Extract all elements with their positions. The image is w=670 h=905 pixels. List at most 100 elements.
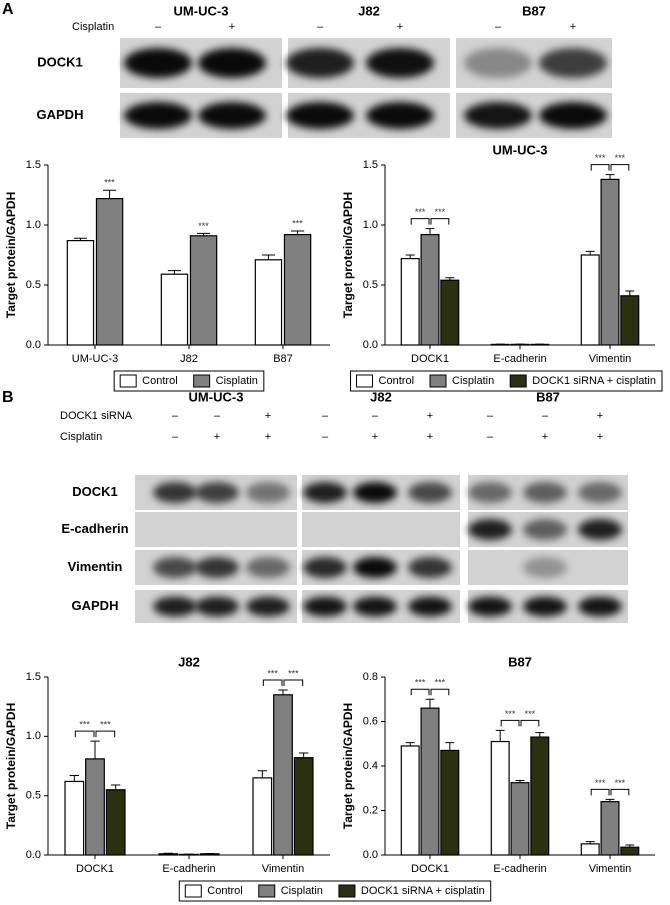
y-tick-label: 0.0 <box>363 849 378 861</box>
y-tick-label: 0.4 <box>363 760 378 772</box>
significance-label: *** <box>198 221 209 231</box>
bar <box>420 707 440 856</box>
bar <box>580 843 600 856</box>
blot-band <box>523 519 567 540</box>
lane-sign: – <box>172 431 179 443</box>
bar <box>273 694 293 856</box>
bar <box>283 234 312 346</box>
lane-sign: – <box>155 21 162 33</box>
cell-line-label: J82 <box>370 389 392 404</box>
significance-bracket <box>283 679 304 687</box>
lane-sign: – <box>322 431 329 443</box>
blot-band <box>408 557 452 578</box>
bar <box>600 800 620 856</box>
error-bar <box>299 752 309 758</box>
significance-bracket <box>430 688 450 696</box>
blot-band <box>153 557 197 578</box>
legend-swatch <box>356 374 374 388</box>
x-tick-label: J82 <box>180 353 198 365</box>
significance-bracket <box>500 719 520 727</box>
bar <box>160 273 189 346</box>
x-tick-label: Vimentin <box>589 353 632 365</box>
y-tick-label: 0.0 <box>26 339 41 351</box>
lane-sign: – <box>317 21 324 33</box>
error-bar <box>405 254 415 259</box>
error-bar <box>111 784 121 790</box>
legend-swatch <box>258 884 276 898</box>
blot-band <box>408 596 452 617</box>
bar <box>530 343 550 346</box>
significance-bracket <box>74 730 95 738</box>
blot-background <box>302 512 460 547</box>
legend-swatch <box>119 374 137 388</box>
blot-band <box>286 102 354 129</box>
y-tick-label: 1.0 <box>26 730 41 742</box>
lane-sign: + <box>214 431 220 443</box>
legend-label: Cisplatin <box>281 885 323 897</box>
bar <box>620 846 640 856</box>
y-tick-label: 0.8 <box>363 671 378 683</box>
significance-label: *** <box>267 668 278 678</box>
panel-label: A <box>2 1 14 18</box>
y-axis-label: Target protein/GAPDH <box>341 192 355 318</box>
blot-band <box>353 596 397 617</box>
y-tick-label: 1.5 <box>26 159 41 171</box>
blot-band <box>198 48 266 78</box>
bar <box>85 758 105 856</box>
bar <box>189 235 218 346</box>
cell-line-label: B87 <box>522 3 546 18</box>
blot-band <box>198 102 266 129</box>
protein-label: E-cadherin <box>61 521 128 536</box>
bar <box>293 757 314 856</box>
lane-sign: + <box>265 410 271 422</box>
blot-band <box>246 482 290 503</box>
blot-band <box>464 102 532 129</box>
bar <box>64 780 85 856</box>
lane-sign: + <box>597 431 603 443</box>
lane-sign: – <box>495 21 502 33</box>
y-tick-label: 1.0 <box>26 219 41 231</box>
lane-sign: – <box>542 410 549 422</box>
cell-line-label: UM-UC-3 <box>189 389 244 404</box>
lane-sign: – <box>214 410 221 422</box>
y-axis-label: Target protein/GAPDH <box>341 703 355 829</box>
bar <box>252 777 273 856</box>
blot-band <box>353 482 397 503</box>
legend-label: DOCK1 siRNA + cisplatin <box>532 375 656 387</box>
bar <box>400 745 420 856</box>
bar <box>510 782 530 856</box>
blot-band <box>124 48 192 78</box>
bar <box>95 198 124 346</box>
significance-label: *** <box>292 218 303 228</box>
y-tick-label: 0.5 <box>363 279 378 291</box>
significance-bracket <box>262 679 283 687</box>
y-tick-label: 1.5 <box>363 159 378 171</box>
blot-band <box>353 557 397 578</box>
bar <box>400 258 420 346</box>
y-axis-label: Target protein/GAPDH <box>4 192 18 318</box>
blot-band <box>303 557 347 578</box>
significance-label: *** <box>104 178 115 188</box>
blot-band <box>578 596 622 617</box>
significance-label: *** <box>100 719 111 729</box>
protein-label: GAPDH <box>37 107 84 122</box>
bar <box>490 740 510 856</box>
y-axis-label: Target protein/GAPDH <box>4 703 18 829</box>
legend-frame <box>113 370 265 392</box>
protein-label: DOCK1 <box>72 484 118 499</box>
legend-frame <box>350 370 663 392</box>
blot-band <box>523 557 567 578</box>
bar <box>620 295 640 346</box>
error-bar <box>535 732 545 738</box>
legend-label: Cisplatin <box>452 375 494 387</box>
blot-band <box>124 102 192 129</box>
blot-band <box>195 557 239 578</box>
blot-band <box>195 482 239 503</box>
bar <box>254 259 283 346</box>
y-tick-label: 1.0 <box>363 219 378 231</box>
blot-band <box>153 596 197 617</box>
significance-label: *** <box>288 668 299 678</box>
legend-swatch <box>338 884 356 898</box>
blot-band <box>468 596 512 617</box>
legend-label: Control <box>142 375 177 387</box>
